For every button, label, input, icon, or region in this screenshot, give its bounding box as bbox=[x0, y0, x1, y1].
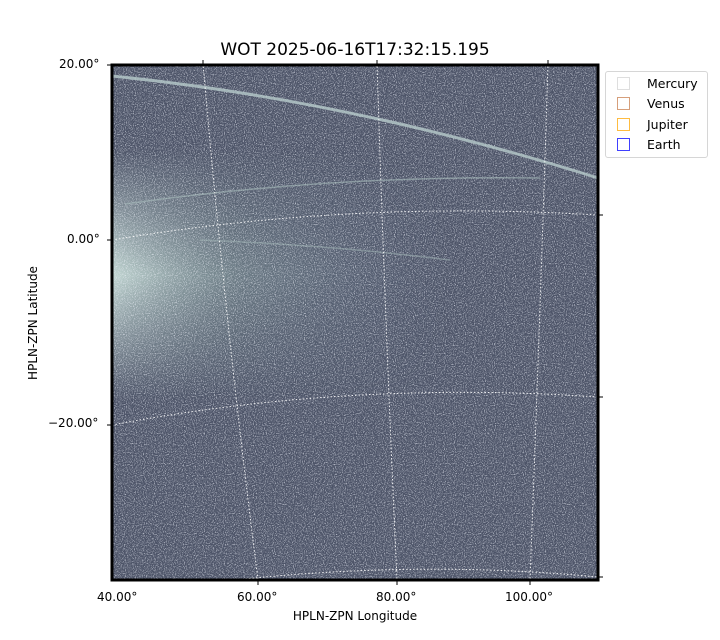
legend-swatch bbox=[617, 97, 630, 110]
grid-lon-60 bbox=[202, 62, 259, 581]
y-tick-label: 20.00° bbox=[59, 57, 100, 71]
legend-swatch bbox=[617, 117, 630, 131]
streak bbox=[124, 176, 541, 205]
streak bbox=[111, 74, 599, 180]
legend-item: Earth bbox=[617, 137, 681, 153]
axes-frame bbox=[110, 63, 600, 582]
grid-lat-m40 bbox=[234, 568, 599, 581]
image-noise bbox=[112, 65, 598, 580]
x-axis-label: HPLN-ZPN Longitude bbox=[292, 609, 418, 623]
x-tick-label: 60.00° bbox=[237, 590, 278, 604]
legend: Mercury Venus Jupiter Earth bbox=[605, 71, 708, 158]
streak bbox=[199, 239, 451, 261]
x-tick-label: 100.00° bbox=[505, 590, 553, 604]
legend-label: Earth bbox=[647, 137, 681, 152]
legend-item: Venus bbox=[617, 96, 685, 112]
y-tick-label: 0.00° bbox=[67, 232, 100, 246]
legend-label: Mercury bbox=[647, 75, 698, 91]
legend-item: Jupiter bbox=[617, 116, 688, 132]
legend-swatch bbox=[617, 76, 630, 90]
y-tick-label: −20.00° bbox=[48, 416, 99, 430]
y-axis-label: HPLN-ZPN Latitude bbox=[26, 266, 40, 380]
grid-lat-0 bbox=[111, 210, 599, 241]
ticks bbox=[107, 60, 603, 585]
chart-title: WOT 2025-06-16T17:32:15.195 bbox=[220, 40, 490, 60]
legend-swatch bbox=[617, 138, 630, 151]
x-tick-label: 80.00° bbox=[376, 590, 417, 604]
grid-lon-100 bbox=[529, 62, 549, 581]
legend-label: Venus bbox=[647, 96, 685, 111]
x-tick-label: 40.00° bbox=[97, 590, 138, 604]
grid-lon-80 bbox=[376, 62, 398, 581]
grid-lat-m20 bbox=[111, 391, 599, 426]
legend-label: Jupiter bbox=[647, 116, 688, 132]
legend-item: Mercury bbox=[617, 75, 698, 91]
